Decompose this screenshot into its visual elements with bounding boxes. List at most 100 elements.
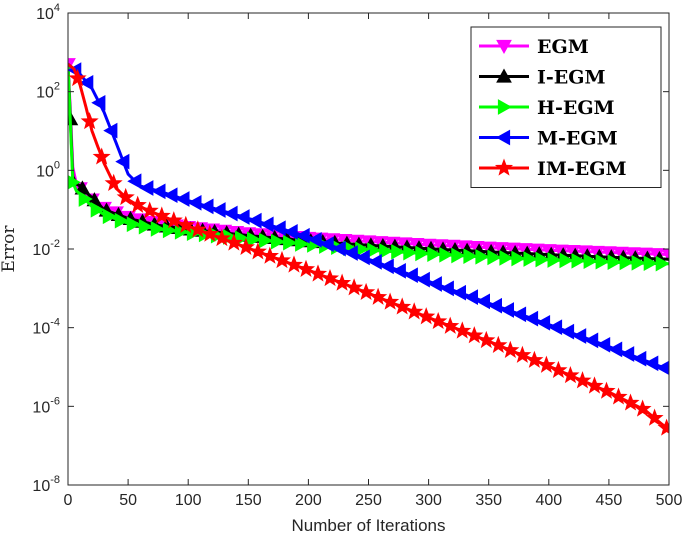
legend-im-egm-point — [494, 158, 514, 176]
series-m-egm-point — [295, 227, 310, 244]
series-h-egm-point — [403, 244, 418, 261]
x-tick-label: 450 — [596, 492, 623, 509]
series-m-egm-point — [499, 302, 514, 318]
y-tick-exponent: -6 — [50, 395, 60, 407]
y-tick-exponent: -2 — [50, 238, 60, 250]
series-m-egm-point — [415, 271, 430, 288]
series-m-egm-point — [355, 249, 370, 266]
series-im-egm-point — [477, 330, 496, 349]
series-im-egm-point — [393, 297, 412, 315]
series-m-egm-point — [391, 262, 406, 279]
series-h-egm-point — [427, 246, 442, 263]
y-tick-exponent: -8 — [50, 474, 60, 486]
x-tick-label: 50 — [119, 492, 137, 509]
y-tick-label: 100 — [36, 159, 60, 180]
series-m-egm-point — [235, 209, 250, 225]
y-tick-base: 10 — [36, 163, 54, 180]
y-tick-base: 10 — [36, 6, 54, 23]
series-h-egm-point — [415, 245, 430, 262]
series-m-egm-point — [463, 289, 478, 305]
series-im-egm-point — [152, 206, 171, 224]
series-im-egm-point — [621, 393, 640, 411]
series-h-egm-point — [295, 236, 310, 252]
series-im-egm-point — [405, 302, 424, 320]
x-axis-label: Number of Iterations — [291, 516, 445, 535]
y-tick-base: 10 — [32, 399, 50, 416]
series-h-egm-point — [655, 255, 669, 272]
series-h-egm-point — [271, 233, 286, 250]
series-m-egm-point — [451, 284, 466, 301]
series-h-egm-point — [247, 231, 262, 248]
y-tick-label: 102 — [36, 81, 60, 102]
x-tick-label: 300 — [415, 492, 442, 509]
series-m-egm-point — [319, 236, 334, 253]
series-h-egm-point — [535, 251, 550, 268]
series-im-egm-point — [633, 399, 652, 417]
series-h-egm-point — [451, 247, 466, 264]
series-h-egm-point — [499, 250, 514, 266]
x-tick-label: 150 — [235, 492, 262, 509]
x-tick-label: 250 — [355, 492, 382, 509]
series-m-egm-point — [211, 202, 226, 218]
series-im-egm-point — [417, 307, 436, 325]
series-h-egm-point — [595, 253, 610, 270]
series-h-egm-point — [259, 232, 274, 249]
series-im-egm-point — [296, 259, 316, 277]
series-im-egm-point — [188, 220, 207, 238]
legend-label: IM-EGM — [537, 158, 627, 180]
series-m-egm-point — [475, 293, 490, 310]
y-tick-base: 10 — [32, 478, 50, 495]
series-h-egm-point — [571, 252, 586, 269]
series-m-egm-point — [367, 254, 382, 270]
x-tick-label: 500 — [656, 492, 683, 509]
series-im-egm-point — [597, 381, 616, 399]
series-m-egm-point — [487, 297, 502, 314]
series-im-egm-point — [573, 371, 592, 389]
series-im-egm-point — [513, 345, 532, 363]
series-m-egm-point — [511, 306, 527, 323]
series-m-egm-point — [199, 198, 214, 215]
series-m-egm-point — [223, 205, 238, 222]
x-tick-label: 400 — [535, 492, 562, 509]
series-h-egm-point — [102, 208, 117, 225]
series-im-egm-point — [333, 273, 352, 291]
series-m-egm-point — [584, 332, 599, 349]
x-tick-label: 350 — [475, 492, 502, 509]
series-im-egm-point — [441, 316, 460, 334]
legend-entry-i-egm: I-EGM — [479, 67, 606, 89]
series-im-egm-point — [453, 321, 472, 339]
y-tick-base: 10 — [32, 242, 50, 259]
series-h-egm-point — [487, 249, 502, 266]
series-im-egm-point — [609, 387, 628, 405]
series-h-egm-point — [439, 246, 454, 263]
legend-label: I-EGM — [537, 67, 606, 89]
series-m-egm-point — [343, 245, 358, 261]
series-m-egm-point — [596, 336, 611, 353]
legend-label: M-EGM — [537, 128, 618, 150]
series-h-egm-point — [78, 191, 93, 207]
series-egm-point — [661, 248, 669, 263]
series-m-egm-point — [427, 276, 442, 292]
series-im-egm-point — [200, 224, 219, 242]
legend-entry-egm: EGM — [479, 36, 589, 58]
series-h-egm-point — [559, 252, 574, 269]
series-im-egm-point — [224, 233, 243, 251]
legend-entry-im-egm: IM-EGM — [479, 158, 627, 180]
series-h-egm-point — [607, 254, 622, 270]
series-im-egm-point — [357, 282, 376, 300]
series-im-egm-point — [549, 360, 568, 378]
y-tick-label: 10-4 — [32, 317, 60, 338]
series-h-egm-point — [631, 254, 646, 271]
legend-i-egm-point — [496, 68, 512, 83]
series-im-egm-point — [68, 68, 87, 87]
series-im-egm-point — [80, 112, 99, 130]
series-m-egm-point — [656, 360, 669, 376]
series-im-egm-point — [309, 264, 328, 282]
series-m-egm-point — [403, 267, 418, 284]
series-m-egm-point — [331, 240, 346, 257]
series-im-egm-point — [525, 350, 544, 368]
series-m-egm-point — [91, 94, 106, 111]
series-im-egm-point — [260, 246, 279, 264]
series-m-egm-point — [547, 319, 563, 336]
x-tick-label: 200 — [295, 492, 322, 509]
